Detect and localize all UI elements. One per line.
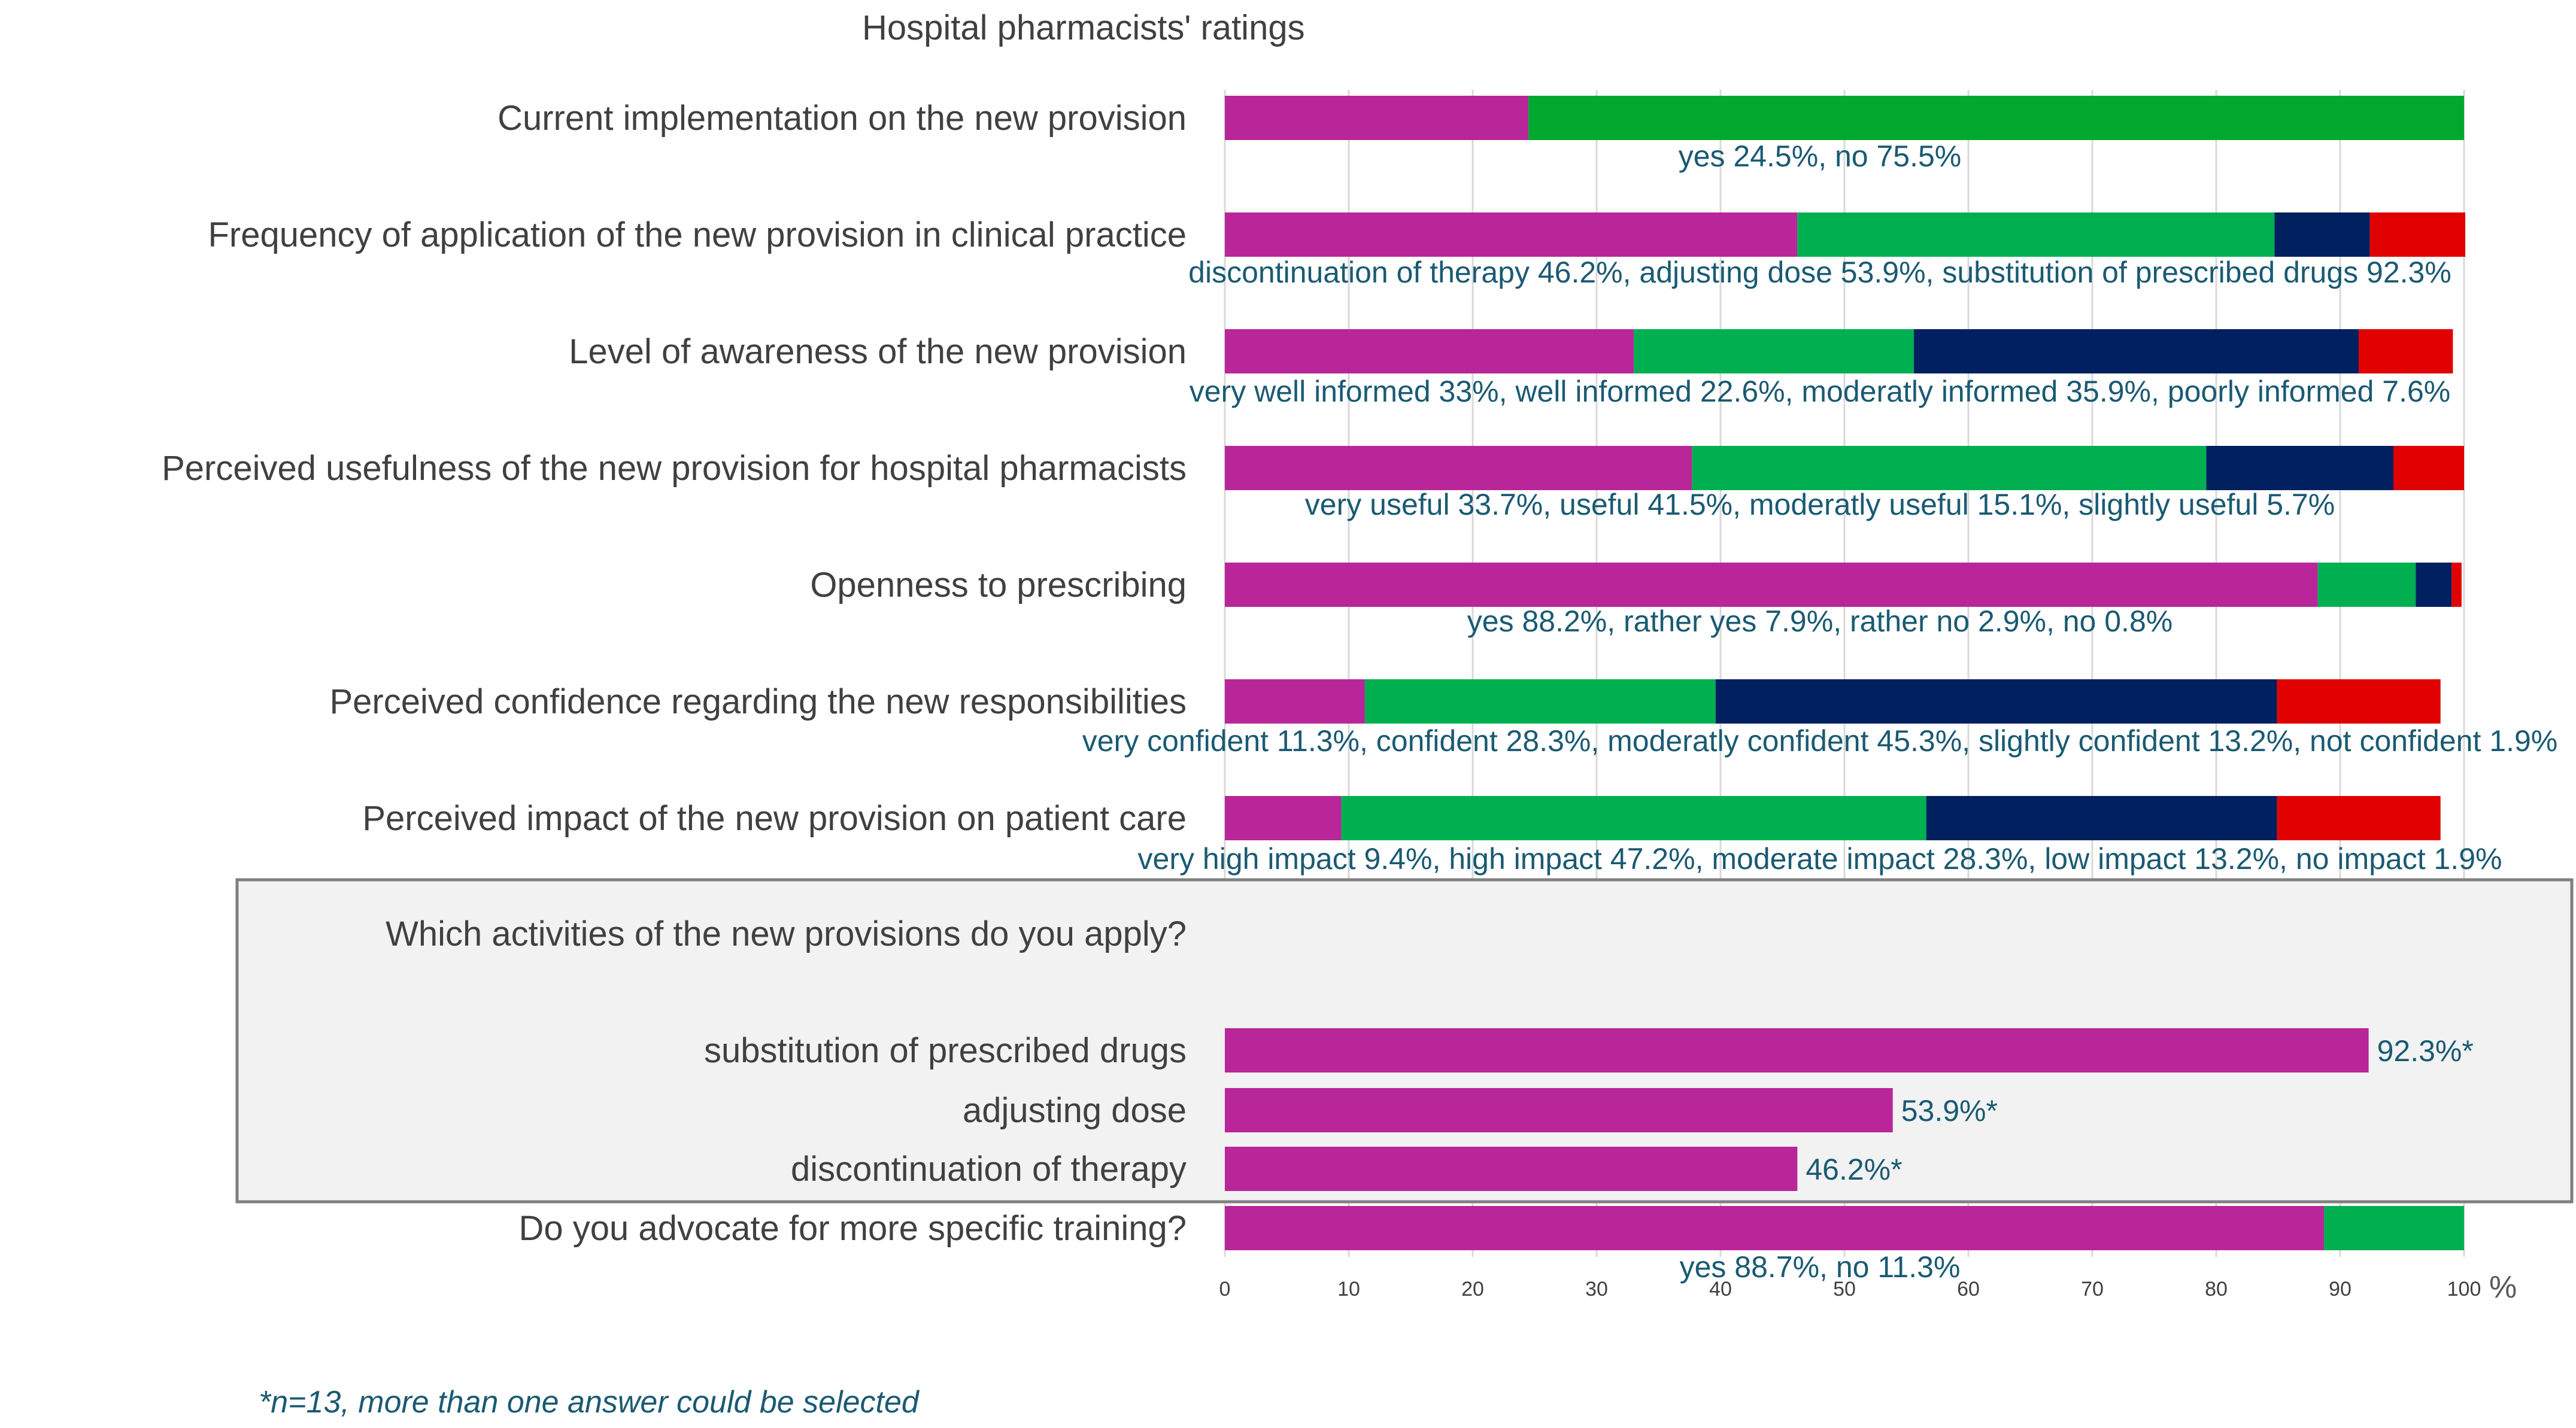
bar-segment	[2206, 446, 2394, 490]
bar-segment	[2277, 796, 2441, 840]
bar-segment	[2277, 679, 2441, 724]
category-label: Which activities of the new provisions d…	[386, 914, 1187, 953]
annotation-label: very confident 11.3%, confident 28.3%, m…	[1082, 724, 2557, 758]
x-tick-label: 100	[2447, 1278, 2481, 1301]
category-label: Do you advocate for more specific traini…	[519, 1209, 1187, 1248]
bar-segment	[1364, 679, 1716, 724]
bar-segment	[1715, 679, 2277, 724]
category-label: Perceived usefulness of the new provisio…	[162, 449, 1187, 488]
bar-segment	[2416, 563, 2452, 607]
bar-segment	[1634, 329, 1914, 373]
x-tick-label: 30	[1585, 1278, 1608, 1301]
category-label: Frequency of application of the new prov…	[208, 215, 1187, 254]
x-tick-label: 40	[1709, 1278, 1732, 1301]
x-tick-label: 0	[1219, 1278, 1231, 1301]
bar-segment	[1225, 212, 1798, 257]
x-tick-label: 80	[2205, 1278, 2228, 1301]
x-tick-label: 60	[1957, 1278, 1980, 1301]
bar-segment	[1913, 329, 2359, 373]
annotation-label: discontinuation of therapy 46.2%, adjust…	[1188, 256, 2451, 289]
chart-title: Hospital pharmacists' ratings	[862, 8, 1305, 47]
category-label: Current implementation on the new provis…	[497, 99, 1187, 138]
axis-layer: 0 10 20 30 40 50 60 70 80 90 100%	[1219, 1270, 2517, 1305]
x-tick-label: 10	[1337, 1278, 1360, 1301]
category-label: discontinuation of therapy	[791, 1150, 1187, 1189]
category-label: Perceived impact of the new provision on…	[362, 799, 1187, 838]
footnote: *n=13, more than one answer could be sel…	[259, 1385, 920, 1420]
bar-segment	[2451, 563, 2462, 607]
annotation-label: very useful 33.7%, useful 41.5%, moderat…	[1305, 488, 2335, 521]
bar-segment	[1225, 1088, 1893, 1132]
bar-segment	[1797, 212, 2275, 257]
annotation-label: yes 88.2%, rather yes 7.9%, rather no 2.…	[1467, 604, 2173, 638]
x-tick-label: 20	[1461, 1278, 1484, 1301]
bar-segment	[1225, 96, 1529, 140]
x-tick-label: 50	[1833, 1278, 1856, 1301]
category-label: Openness to prescribing	[810, 566, 1187, 604]
x-unit-label: %	[2489, 1270, 2517, 1305]
bar-segment	[1225, 1206, 2325, 1250]
category-label: Perceived confidence regarding the new r…	[329, 682, 1187, 721]
annotation-label: yes 24.5%, no 75.5%	[1679, 139, 1962, 173]
x-tick-label: 70	[2081, 1278, 2104, 1301]
data-label: 92.3%*	[2377, 1034, 2474, 1068]
bar-segment	[2393, 446, 2464, 490]
category-label: adjusting dose	[963, 1091, 1187, 1130]
bar-segment	[1225, 1028, 2369, 1072]
annotation-label: very high impact 9.4%, high impact 47.2%…	[1138, 842, 2502, 876]
bar-segment	[1225, 1147, 1798, 1191]
bar-segment	[2369, 212, 2466, 257]
bar-segment	[2324, 1206, 2464, 1250]
annotation-label: very well informed 33%, well informed 22…	[1190, 375, 2451, 408]
x-tick-label: 90	[2329, 1278, 2352, 1301]
bar-segment	[1341, 796, 1926, 840]
bar-segment	[2359, 329, 2453, 373]
label-layer: Current implementation on the new provis…	[162, 99, 2557, 1284]
data-label: 46.2%*	[1806, 1153, 1902, 1186]
bar-segment	[1692, 446, 2207, 490]
bar-segment	[1225, 563, 2318, 607]
category-label: substitution of prescribed drugs	[704, 1031, 1187, 1070]
bar-segment	[1225, 329, 1634, 373]
bar-segment	[1528, 96, 2464, 140]
data-label: 53.9%*	[1901, 1094, 1998, 1128]
bar-segment	[1225, 679, 1365, 724]
bar-segment	[1926, 796, 2277, 840]
annotation-label: yes 88.7%, no 11.3%	[1680, 1250, 1961, 1284]
bar-segment	[1225, 796, 1342, 840]
bar-segment	[2317, 563, 2416, 607]
bar-segment	[1225, 446, 1692, 490]
bar-segment	[2274, 212, 2370, 257]
bar-layer	[1225, 96, 2466, 1250]
category-label: Level of awareness of the new provision	[569, 332, 1187, 371]
